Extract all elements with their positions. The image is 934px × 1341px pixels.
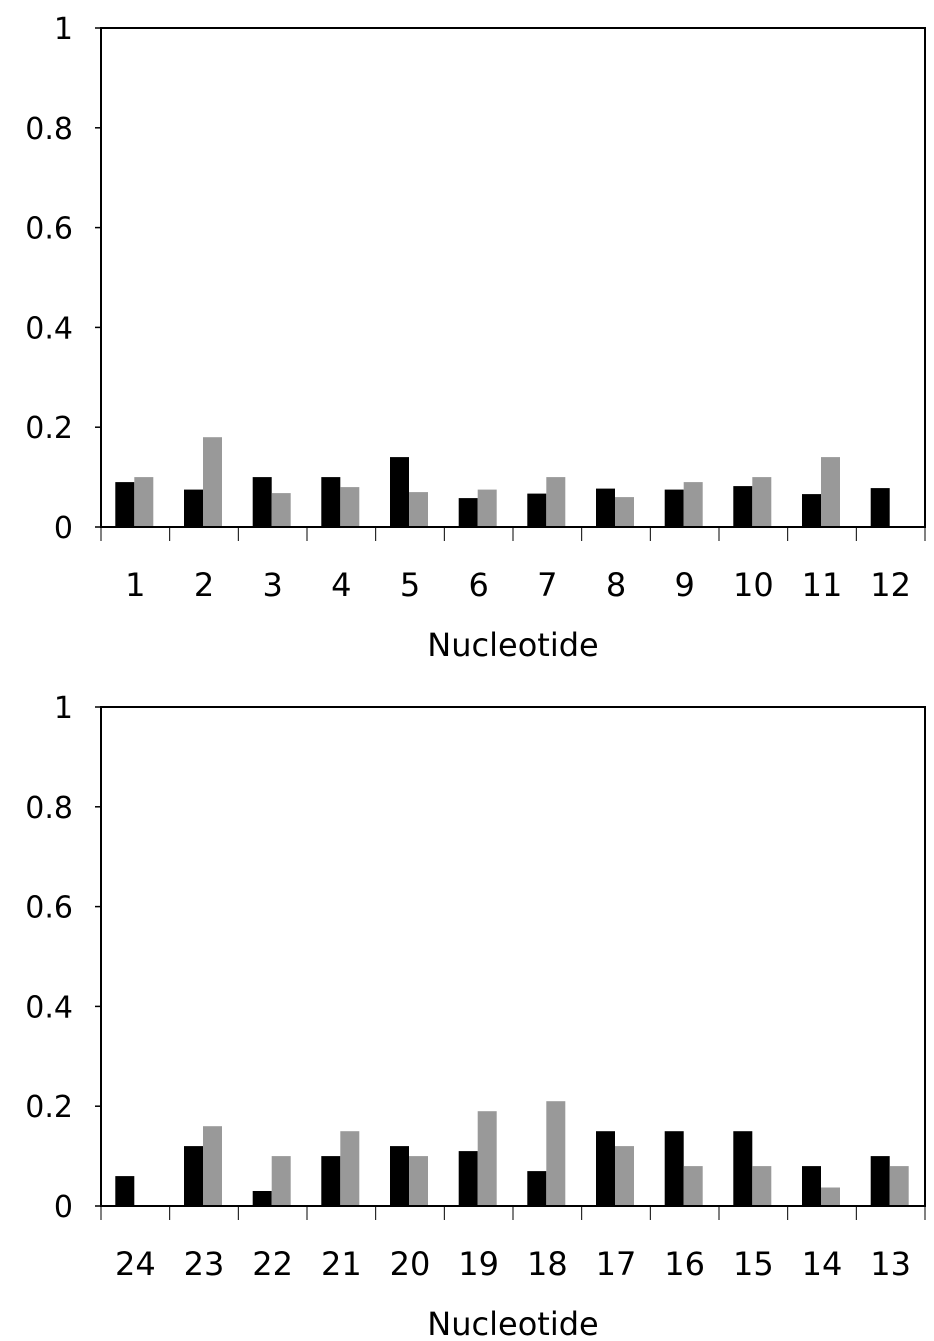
bar-series1-cat-16 — [664, 1131, 684, 1206]
bar-series2-cat-13 — [889, 1166, 909, 1206]
bar-series2-cat-2 — [203, 437, 222, 527]
bar-series1-cat-13 — [870, 1156, 890, 1206]
x-axis-label: Nucleotide — [427, 626, 598, 664]
bar-series2-cat-10 — [752, 477, 772, 527]
bar-series2-cat-16 — [683, 1166, 703, 1206]
bar-series1-cat-21 — [321, 1156, 341, 1206]
bar-series1-cat-1 — [115, 482, 135, 527]
bar-series1-cat-23 — [184, 1146, 203, 1206]
bar-series2-cat-11 — [821, 457, 840, 527]
bar-series1-cat-2 — [184, 489, 203, 527]
x-tick-label: 3 — [262, 566, 282, 604]
bar-series2-cat-15 — [752, 1166, 772, 1206]
x-tick-label: 16 — [664, 1245, 705, 1283]
bar-series1-cat-22 — [252, 1191, 272, 1206]
bar-series2-cat-4 — [340, 487, 360, 527]
y-tick-label: 0.8 — [25, 791, 73, 826]
y-tick-label: 1 — [54, 691, 73, 726]
y-tick-label: 0 — [54, 511, 73, 546]
x-tick-label: 6 — [468, 566, 488, 604]
chart-bottom: 0 0.2 0.4 0.6 0.8 1 24 23 22 21 20 19 18 17 16 15 14 13 Nu… — [25, 691, 926, 1341]
x-tick-label: 7 — [537, 566, 557, 604]
bar-series1-cat-11 — [802, 494, 821, 527]
x-tick-label: 17 — [596, 1245, 637, 1283]
y-tick-label: 0.2 — [25, 411, 73, 446]
bar-series2-cat-5 — [409, 492, 428, 527]
x-tick-label: 24 — [115, 1245, 156, 1283]
bar-series2-cat-6 — [477, 489, 497, 527]
bar-series2-cat-22 — [271, 1156, 291, 1206]
x-tick-label: 2 — [194, 566, 214, 604]
bar-series1-cat-20 — [390, 1146, 409, 1206]
x-tick-label: 20 — [390, 1245, 431, 1283]
x-tick-label: 13 — [870, 1245, 911, 1283]
bar-series2-cat-21 — [340, 1131, 360, 1206]
x-tick-label: 1 — [125, 566, 145, 604]
bar-series1-cat-17 — [596, 1131, 615, 1206]
bar-series1-cat-9 — [664, 489, 684, 527]
x-tick-label: 15 — [733, 1245, 774, 1283]
bar-series2-cat-23 — [203, 1126, 222, 1206]
x-tick-label: 18 — [527, 1245, 568, 1283]
x-tick-label: 14 — [802, 1245, 843, 1283]
y-tick-label: 1 — [54, 12, 73, 47]
bar-series1-cat-10 — [733, 486, 753, 527]
x-tick-label: 11 — [802, 566, 843, 604]
bar-series1-cat-15 — [733, 1131, 753, 1206]
x-tick-label: 23 — [184, 1245, 225, 1283]
bar-series2-cat-20 — [409, 1156, 428, 1206]
x-tick-label: 5 — [400, 566, 420, 604]
bar-series2-cat-18 — [546, 1101, 566, 1206]
bar-series1-cat-3 — [252, 477, 272, 527]
x-tick-label: 22 — [252, 1245, 293, 1283]
y-tick-label: 0.6 — [25, 212, 73, 247]
y-tick-label: 0.4 — [25, 311, 73, 346]
bar-series1-cat-24 — [115, 1176, 135, 1206]
bar-series1-cat-8 — [596, 488, 615, 527]
bar-series1-cat-14 — [802, 1166, 821, 1206]
x-tick-label: 21 — [321, 1245, 362, 1283]
bar-series2-cat-17 — [615, 1146, 634, 1206]
x-tick-label: 12 — [870, 566, 911, 604]
bar-series2-cat-9 — [683, 482, 703, 527]
y-tick-label: 0.8 — [25, 112, 73, 147]
y-tick-label: 0.6 — [25, 891, 73, 926]
bar-series2-cat-14 — [821, 1187, 840, 1206]
bar-series2-cat-19 — [477, 1111, 497, 1206]
bar-series2-cat-8 — [615, 497, 634, 527]
plot-frame — [100, 706, 926, 1207]
x-tick-label: 9 — [674, 566, 694, 604]
x-axis-label: Nucleotide — [427, 1305, 598, 1341]
y-tick-label: 0.2 — [25, 1090, 73, 1125]
x-tick-label: 4 — [331, 566, 351, 604]
bar-series1-cat-4 — [321, 477, 341, 527]
y-tick-label: 0 — [54, 1190, 73, 1225]
bar-series1-cat-6 — [458, 498, 478, 527]
bar-series2-cat-1 — [134, 477, 154, 527]
bar-series1-cat-7 — [527, 493, 547, 527]
plot-frame — [100, 27, 926, 528]
bar-series1-cat-12 — [870, 488, 890, 527]
y-tick-label: 0.4 — [25, 990, 73, 1025]
bar-series1-cat-18 — [527, 1171, 547, 1206]
x-tick-label: 19 — [458, 1245, 499, 1283]
bar-series1-cat-5 — [390, 457, 409, 527]
bar-series2-cat-7 — [546, 477, 566, 527]
bar-series2-cat-3 — [271, 493, 291, 527]
x-tick-label: 8 — [606, 566, 626, 604]
bar-series1-cat-19 — [458, 1151, 478, 1206]
x-tick-label: 10 — [733, 566, 774, 604]
